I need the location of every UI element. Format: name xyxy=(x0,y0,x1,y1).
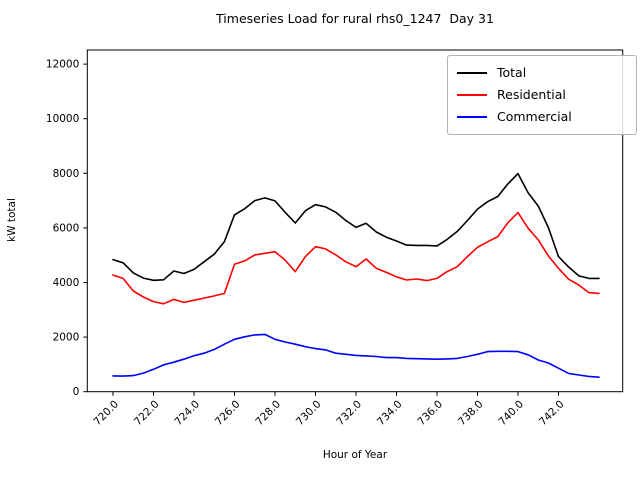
line-residential xyxy=(112,211,600,305)
y-tick-label: 0 xyxy=(73,386,80,398)
x-tick-label: 732.0 xyxy=(334,398,364,428)
y-axis-label: kW total xyxy=(6,198,18,242)
plot-spines xyxy=(86,49,624,393)
x-tick-label: 720.0 xyxy=(91,398,121,428)
legend-item-total: Total xyxy=(457,62,628,84)
x-tick-label: 722.0 xyxy=(132,398,162,428)
legend-item-residential: Residential xyxy=(457,84,628,106)
y-tick-label: 2000 xyxy=(53,332,80,344)
x-axis-label: Hour of Year xyxy=(322,449,388,461)
x-tick-label: 724.0 xyxy=(172,398,202,428)
commercial-line-sample xyxy=(457,116,487,118)
line-commercial xyxy=(112,333,600,379)
y-tick-label: 6000 xyxy=(53,222,80,234)
x-tick-label: 728.0 xyxy=(253,398,283,428)
y-axis-ticks: 0 2000 4000 6000 8000 10000 12000 xyxy=(46,59,88,398)
legend-label-residential: Residential xyxy=(497,86,566,102)
x-tick-label: 736.0 xyxy=(415,398,445,428)
legend-item-commercial: Commercial xyxy=(457,106,628,128)
chart-lines xyxy=(112,172,600,379)
total-line-sample xyxy=(457,72,487,74)
x-tick-label: 742.0 xyxy=(537,398,567,428)
legend-label-commercial: Commercial xyxy=(497,108,572,124)
x-tick-label: 740.0 xyxy=(496,398,526,428)
y-tick-label: 8000 xyxy=(53,168,80,180)
y-tick-label: 12000 xyxy=(46,59,79,71)
x-tick-label: 738.0 xyxy=(456,398,486,428)
y-tick-label: 10000 xyxy=(46,113,79,125)
x-tick-label: 734.0 xyxy=(375,398,405,428)
x-axis-ticks: 720.0 722.0 724.0 726.0 728.0 730.0 732.0 734.0… xyxy=(91,391,567,428)
legend: Total Residential Commercial xyxy=(447,55,637,135)
y-tick-label: 4000 xyxy=(53,277,80,289)
chart-title: Timeseries Load for rural rhs0_1247 Day … xyxy=(216,11,494,26)
plot-border xyxy=(86,49,624,393)
x-tick-label: 730.0 xyxy=(294,398,324,428)
x-tick-label: 726.0 xyxy=(213,398,243,428)
chart-title-wrap: Timeseries Load for rural rhs0_1247 Day … xyxy=(87,8,623,27)
legend-label-total: Total xyxy=(497,64,527,80)
line-total xyxy=(112,172,600,282)
residential-line-sample xyxy=(457,94,487,96)
